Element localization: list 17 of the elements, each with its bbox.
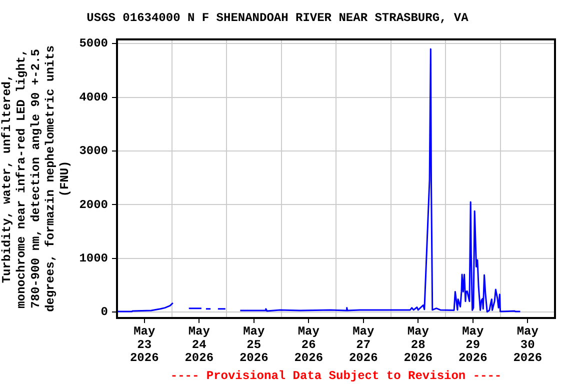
y-tick-label: 1000: [79, 251, 108, 266]
x-tick-label: May 25 2026: [239, 324, 268, 366]
x-tick-label: May 23 2026: [130, 324, 159, 366]
y-tick-label: 2000: [79, 198, 108, 212]
x-tick-label: May 28 2026: [404, 324, 433, 366]
x-tick-label: May 30 2026: [513, 324, 542, 366]
x-tick-label: May 27 2026: [348, 324, 378, 366]
chart-title: USGS 01634000 N F SHENANDOAH RIVER NEAR STRASBURG, VA: [86, 11, 470, 26]
x-tick-label: May 24 2026: [184, 324, 214, 366]
text: ---- Provisional Data Subject to Revision ----: [170, 369, 502, 384]
x-tick-label: May 29 2026: [458, 324, 488, 366]
y-tick-label: 5000: [79, 36, 108, 51]
x-tick-label: May 26 2026: [294, 324, 324, 366]
y-axis-title: Turbidity, water, unfiltered, monochrome near infra-red LED light, 780-900 nm, detection angle 90 +-2.5 degrees, formazin nephelometric units (FNU): [0, 45, 72, 312]
y-tick-label: 0: [100, 305, 108, 320]
y-tick-label: 3000: [79, 144, 108, 158]
y-tick-label: 4000: [79, 90, 108, 104]
